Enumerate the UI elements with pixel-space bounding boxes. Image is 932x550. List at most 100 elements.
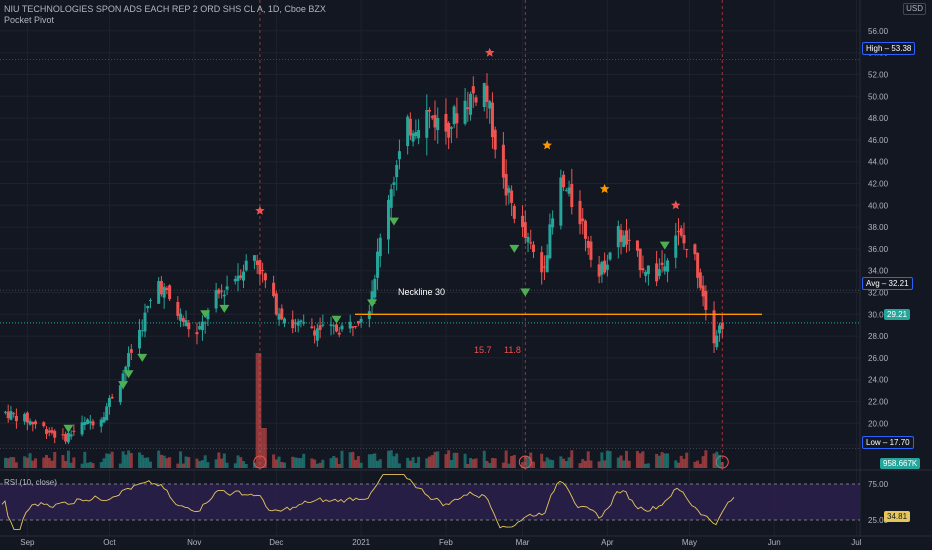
volume-bar	[608, 451, 612, 468]
star-marker	[485, 47, 495, 57]
candle-body	[332, 325, 336, 327]
candle-body	[469, 93, 473, 115]
candle-body	[181, 318, 185, 323]
candle-body	[411, 133, 415, 142]
volume-bar	[14, 462, 18, 468]
volume-bar	[583, 460, 587, 468]
indicator-label[interactable]: Pocket Pivot	[4, 15, 55, 25]
volume-bar	[523, 456, 527, 468]
volume-bar	[433, 451, 437, 468]
y-tick-label: 26.00	[868, 354, 889, 363]
candle-body	[523, 222, 527, 238]
candle-body	[586, 240, 590, 248]
candle-body	[581, 218, 585, 222]
candle-body	[53, 431, 57, 438]
volume-bar	[718, 454, 722, 468]
candle-body	[570, 184, 574, 208]
volume-bar	[146, 457, 150, 468]
volume-bar	[389, 450, 393, 468]
candle-body	[283, 318, 287, 324]
currency-badge[interactable]: USD	[903, 3, 926, 15]
candle-body	[34, 421, 38, 425]
volume-bar	[597, 461, 601, 468]
candle-body	[124, 366, 128, 374]
pocket-pivot-marker	[137, 353, 148, 362]
candle-body	[466, 107, 470, 110]
candle-body	[504, 173, 508, 196]
candle-body	[666, 260, 670, 272]
volume-bar	[378, 459, 382, 468]
candle-body	[449, 127, 453, 129]
star-marker	[542, 140, 552, 150]
rsi-title[interactable]: RSI (10, close)	[4, 478, 57, 487]
candle-body	[105, 406, 109, 421]
low-label: Low	[866, 438, 881, 447]
candle-body	[195, 332, 199, 335]
candle-body	[433, 114, 437, 128]
volume-bar	[64, 460, 68, 468]
volume-bar	[622, 460, 626, 468]
volume-bar	[88, 461, 92, 468]
candle-body	[118, 385, 122, 403]
candle-body	[321, 324, 325, 326]
volume-bar	[567, 457, 571, 468]
volume-bar	[392, 456, 396, 468]
volume-bar	[581, 459, 585, 468]
candle-body	[657, 269, 661, 277]
candle-body	[69, 434, 73, 437]
candle-body	[408, 118, 412, 136]
y-tick-label: 28.00	[868, 332, 889, 341]
volume-bar	[490, 457, 494, 468]
pocket-pivot-marker	[509, 244, 520, 253]
volume-bar	[570, 450, 574, 468]
candle-body	[529, 242, 533, 244]
candle-body	[66, 432, 70, 443]
candle-body	[187, 322, 191, 330]
volume-bar	[411, 457, 415, 468]
candle-body	[512, 205, 516, 219]
avg-value: 32.21	[888, 279, 909, 288]
candle-body	[31, 422, 35, 425]
volume-bar	[148, 461, 152, 468]
volume-bar	[455, 452, 459, 468]
candle-body	[430, 116, 434, 118]
candle-body	[471, 86, 475, 94]
volume-bar	[373, 453, 377, 468]
volume-bar	[28, 453, 32, 468]
high-tag: High – 53.38	[862, 42, 916, 55]
candle-body	[261, 269, 265, 271]
volume-bar	[12, 457, 16, 468]
pocket-pivot-marker	[123, 370, 134, 379]
volume-bar	[129, 452, 133, 468]
volume-bar	[181, 463, 185, 468]
candle-body	[129, 349, 133, 353]
volume-bar	[233, 463, 237, 468]
candle-body	[45, 429, 49, 434]
volume-bar	[559, 456, 563, 468]
volume-bar	[471, 459, 475, 468]
volume-bar	[329, 458, 333, 468]
volume-bar	[657, 455, 661, 468]
volume-bar	[34, 458, 38, 468]
volume-bar	[321, 459, 325, 468]
candle-body	[425, 109, 429, 138]
candle-body	[507, 188, 511, 193]
volume-bar	[280, 461, 284, 468]
volume-bar	[69, 462, 73, 468]
candle-body	[367, 311, 371, 319]
volume-bar	[121, 451, 125, 468]
pocket-pivot-marker	[118, 381, 129, 390]
y-tick-label: 36.00	[868, 245, 889, 254]
candle-body	[140, 330, 144, 332]
volume-bar	[660, 452, 664, 468]
pocket-pivot-marker	[63, 424, 74, 433]
volume-bar	[578, 463, 582, 468]
volume-bar	[444, 454, 448, 468]
volume-bar	[447, 450, 451, 468]
pocket-pivot-marker	[659, 241, 670, 250]
candle-body	[370, 291, 374, 306]
candle-body	[258, 260, 262, 275]
candle-body	[23, 413, 27, 422]
volume-bar	[485, 460, 489, 468]
